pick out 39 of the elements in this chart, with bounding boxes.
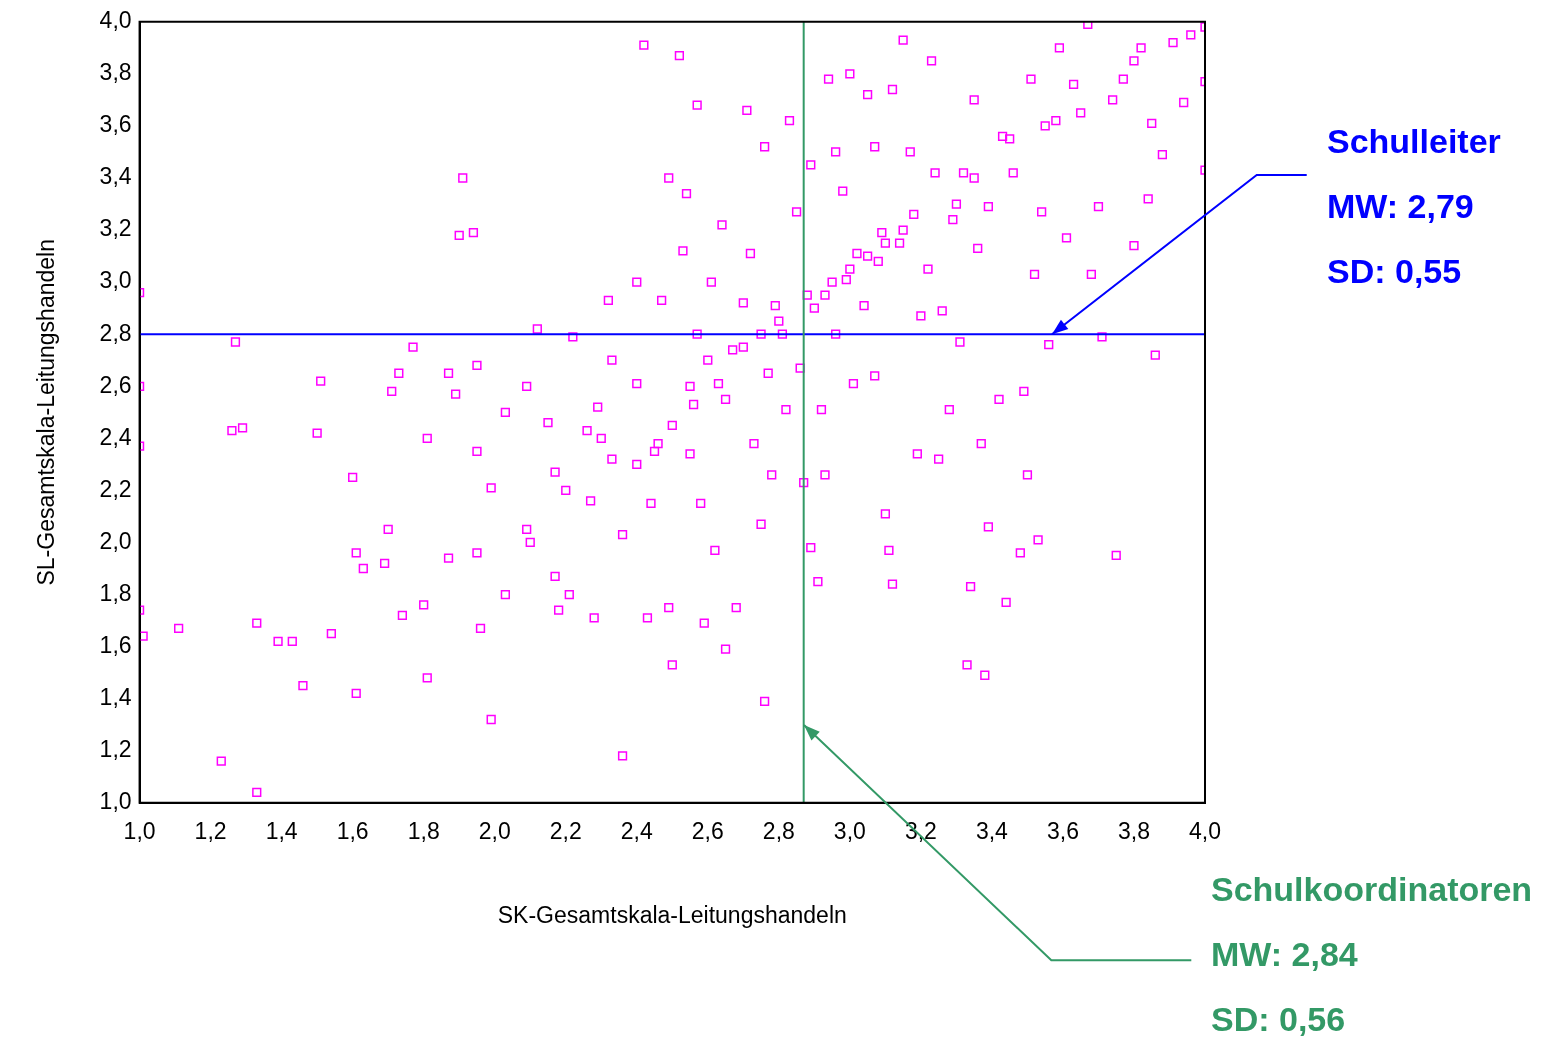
x-tick-label: 1,4 — [265, 817, 298, 844]
y-tick-label: 3,6 — [99, 111, 132, 138]
y-tick-label: 3,2 — [99, 215, 132, 242]
y-tick-label: 1,0 — [99, 788, 132, 815]
y-tick-label: 1,6 — [99, 631, 132, 658]
y-tick-label: 1,4 — [99, 684, 132, 711]
x-tick-label: 1,6 — [336, 817, 369, 844]
x-tick-label: 3,0 — [833, 817, 866, 844]
x-tick-label: 2,2 — [549, 817, 582, 844]
x-tick-label: 1,0 — [123, 817, 156, 844]
y-tick-label: 1,2 — [99, 736, 132, 763]
y-tick-label: 3,0 — [99, 267, 132, 294]
text: SD: 0,55 — [1327, 252, 1462, 291]
y-tick-label: 1,8 — [99, 579, 132, 606]
y-tick-label: 2,4 — [99, 423, 132, 450]
text: SD: 0,56 — [1211, 1000, 1346, 1039]
x-tick-label: 3,6 — [1046, 817, 1079, 844]
y-tick-label: 4,0 — [99, 7, 132, 34]
y-tick-label: 2,8 — [99, 319, 132, 346]
y-tick-label: 2,2 — [99, 475, 132, 502]
text: MW: 2,79 — [1327, 187, 1474, 226]
x-tick-label: 3,8 — [1117, 817, 1150, 844]
x-tick-label: 2,4 — [620, 817, 653, 844]
y-axis-title: SL-Gesamtskala-Leitungshandeln — [33, 239, 60, 586]
annotation: MW: 2,84 — [1211, 935, 1358, 974]
y-tick-label: 3,4 — [99, 163, 132, 190]
y-tick-label: 3,8 — [99, 59, 132, 86]
y-tick-label: 2,0 — [99, 527, 132, 554]
x-tick-label: 1,8 — [407, 817, 440, 844]
x-axis-title: SK-Gesamtskala-Leitungshandeln — [497, 901, 847, 928]
x-tick-label: 2,0 — [478, 817, 511, 844]
x-tick-label: 2,8 — [762, 817, 795, 844]
y-tick-label: 2,6 — [99, 371, 132, 398]
annotation: Schulleiter — [1327, 122, 1501, 161]
x-tick-label: 3,4 — [975, 817, 1009, 844]
x-tick-label: 1,2 — [194, 817, 227, 844]
text: Schulkoordinatoren — [1211, 870, 1533, 909]
x-tick-label: 4,0 — [1189, 817, 1221, 844]
x-tick-label: 2,6 — [691, 817, 724, 844]
